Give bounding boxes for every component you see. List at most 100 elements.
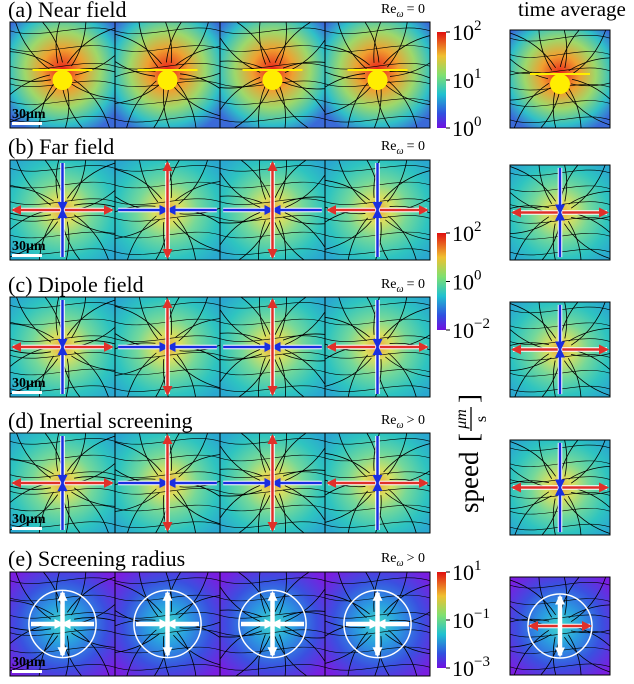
streamline: [175, 181, 220, 201]
tick-exp: 2: [474, 18, 482, 34]
streamline: [284, 77, 325, 114]
colorbar-tick-label: 101: [452, 66, 482, 93]
streamline: [55, 433, 60, 472]
streamline: [552, 223, 556, 260]
streamline: [38, 83, 54, 128]
re-sub: ω: [397, 284, 404, 295]
screening-circle: [28, 589, 97, 659]
re-sub: ω: [397, 420, 404, 431]
streamline: [173, 493, 220, 525]
tick-exp: 1: [474, 66, 482, 82]
streamline: [279, 634, 286, 676]
streamline: [176, 354, 196, 397]
tick-base: 10: [452, 318, 474, 343]
streamline: [373, 572, 381, 612]
re-base: Re: [381, 139, 397, 154]
streamline: [10, 323, 54, 339]
streamline: [274, 22, 312, 63]
streamline: [510, 302, 556, 339]
streamline: [563, 30, 568, 69]
streamline: [220, 98, 325, 105]
streamline: [38, 218, 54, 260]
streamline: [55, 572, 60, 613]
streamline: [510, 165, 556, 202]
streamline: [383, 443, 430, 473]
streamline: [383, 170, 430, 200]
scale-bar-label: 30μm: [12, 376, 46, 391]
streamline: [259, 297, 266, 337]
re-rel: > 0: [407, 551, 425, 566]
streamline: [240, 433, 271, 471]
streamline: [540, 90, 561, 128]
streamline: [10, 494, 59, 531]
streamline: [325, 577, 430, 584]
scale-bar-label: 30μm: [12, 512, 46, 527]
streamline: [510, 579, 556, 616]
colorbar-tick-label: 100: [452, 268, 482, 295]
streamline: [115, 33, 162, 65]
row-title: (b) Far field: [8, 134, 114, 159]
tick-base: 10: [452, 221, 474, 246]
streamline: [513, 83, 550, 128]
streamline: [282, 353, 325, 362]
streamline: [139, 433, 159, 476]
colorbar: [437, 32, 446, 128]
row-title: (a) Near field: [8, 0, 126, 22]
streamline: [564, 165, 568, 202]
streamline: [510, 495, 552, 510]
colorbar-tick-label: 100: [452, 114, 482, 141]
streamline: [284, 447, 325, 482]
streamline: [179, 72, 220, 80]
streamline: [115, 356, 160, 376]
streamline: [16, 433, 52, 479]
streamline: [347, 631, 368, 676]
colorbar-tick-label: 10−2: [452, 316, 490, 343]
streamline: [10, 600, 54, 616]
streamline: [279, 85, 286, 128]
streamline: [568, 327, 610, 342]
streamline: [66, 27, 115, 64]
streamline: [385, 219, 430, 241]
streamline: [347, 82, 368, 128]
streamline: [10, 664, 115, 671]
tick-base: 10: [452, 116, 474, 141]
streamline: [73, 487, 109, 533]
colorbar-tick-label: 10−1: [452, 606, 490, 633]
streamline: [10, 63, 115, 70]
streamline: [115, 633, 160, 653]
streamline: [510, 440, 556, 477]
streamline: [10, 459, 54, 475]
streamline: [552, 498, 556, 535]
streamline: [538, 165, 553, 205]
re-rel: = 0: [407, 277, 425, 292]
streamline: [510, 67, 610, 74]
streamline: [325, 634, 372, 664]
streamline: [325, 620, 366, 629]
colorbar-tick-label: 102: [452, 219, 482, 246]
streamline: [71, 572, 87, 616]
streamline: [66, 576, 115, 613]
streamline: [325, 71, 366, 80]
streamline: [115, 84, 160, 104]
field-panel: [324, 21, 431, 129]
streamline: [259, 22, 266, 65]
streamline: [279, 572, 287, 614]
row-title: (c) Dipole field: [8, 272, 144, 297]
streamline: [325, 357, 372, 387]
streamline: [176, 217, 196, 260]
streamline: [564, 223, 610, 260]
streamline: [564, 302, 568, 339]
unit-numerator: μm: [453, 409, 470, 430]
streamline: [325, 664, 430, 671]
re-label: Reω = 0: [381, 277, 425, 295]
streamline: [126, 629, 157, 676]
tick-exp: −2: [474, 316, 490, 332]
streamline: [282, 196, 325, 204]
streamline: [388, 80, 418, 128]
streamline: [510, 100, 610, 107]
streamline: [568, 57, 610, 72]
colorbar: [437, 233, 446, 330]
streamline: [71, 491, 115, 507]
scale-bar-label: 30μm: [12, 239, 46, 254]
